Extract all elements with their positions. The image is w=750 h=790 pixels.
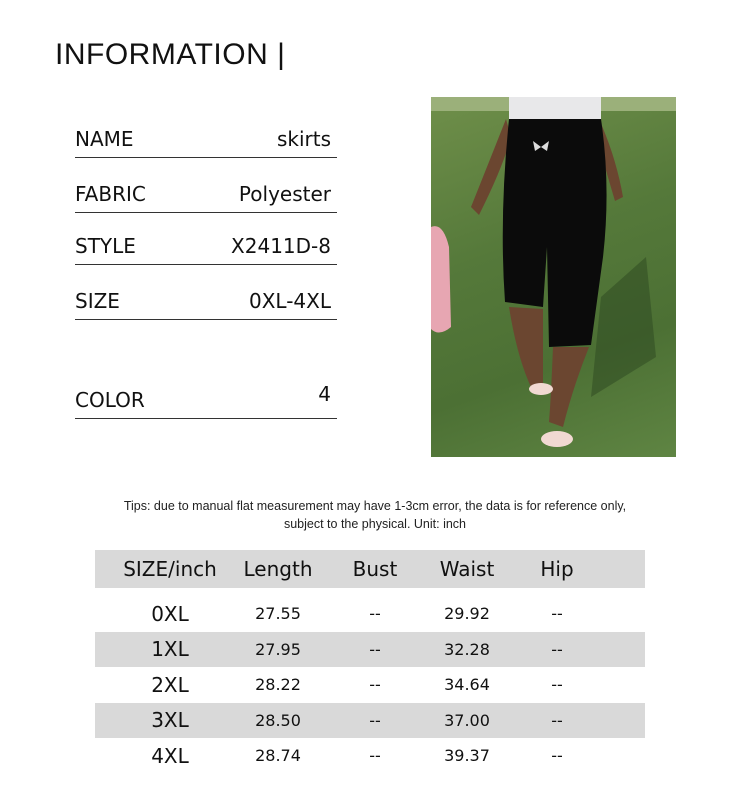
info-label: NAME [75, 127, 134, 151]
cell-length: 27.55 [255, 604, 301, 624]
info-value: 0XL-4XL [248, 289, 331, 313]
cell-hip: -- [551, 710, 563, 730]
cell-size: 1XL [151, 637, 189, 662]
info-label: FABRIC [75, 182, 146, 206]
cell-hip: -- [551, 639, 563, 659]
info-value: 4 [318, 382, 331, 406]
size-table: SIZE/inch Length Bust Waist Hip 0XL 27.55… [95, 550, 645, 774]
info-row-size: SIZE 0XL-4XL [75, 289, 337, 320]
header-waist: Waist [439, 557, 495, 581]
tips-line: subject to the physical. Unit: inch [283, 517, 467, 531]
cell-bust: -- [369, 746, 381, 766]
table-row: 3XL 28.50 -- 37.00 -- [95, 702, 645, 738]
header-bust: Bust [352, 557, 398, 581]
cell-waist: 34.64 [444, 675, 490, 695]
cell-hip: -- [551, 604, 563, 624]
cell-waist: 29.92 [444, 604, 490, 624]
cell-size: 2XL [151, 672, 189, 697]
table-header: SIZE/inch Length Bust Waist Hip [95, 550, 645, 588]
cell-size: 3XL [151, 708, 189, 733]
table-row: 2XL 28.22 -- 34.64 -- [95, 667, 645, 703]
header-size: SIZE/inch [123, 557, 217, 581]
cell-size: 0XL [151, 601, 189, 626]
info-row-name: NAME skirts [75, 127, 337, 158]
cell-length: 28.50 [255, 710, 301, 730]
cell-bust: -- [369, 710, 381, 730]
cell-waist: 39.37 [444, 746, 490, 766]
info-row-style: STYLE X2411D-8 [75, 234, 337, 265]
info-value: Polyester [238, 182, 331, 206]
tips-line: Tips: due to manual flat measurement may… [123, 499, 627, 513]
cell-length: 28.74 [255, 746, 301, 766]
cell-waist: 37.00 [444, 710, 490, 730]
cell-bust: -- [369, 675, 381, 695]
info-label: STYLE [75, 234, 136, 258]
page-title: INFORMATION | [55, 38, 286, 71]
cell-waist: 32.28 [444, 639, 490, 659]
header-hip: Hip [540, 557, 574, 581]
cell-hip: -- [551, 746, 563, 766]
cell-length: 28.22 [255, 675, 301, 695]
info-label: SIZE [75, 289, 120, 313]
cell-hip: -- [551, 675, 563, 695]
product-photo [431, 97, 676, 457]
cell-size: 4XL [151, 743, 189, 768]
table-row: 0XL 27.55 -- 29.92 -- [95, 596, 645, 632]
cell-bust: -- [369, 639, 381, 659]
info-value: X2411D-8 [231, 234, 331, 258]
cell-length: 27.95 [255, 639, 301, 659]
info-row-fabric: FABRIC Polyester [75, 182, 337, 213]
measurement-tips: Tips: due to manual flat measurement may… [95, 497, 655, 533]
table-row: 4XL 28.74 -- 39.37 -- [95, 738, 645, 774]
info-label: COLOR [75, 388, 145, 412]
header-length: Length [243, 557, 313, 581]
table-row: 1XL 27.95 -- 32.28 -- [95, 631, 645, 667]
info-row-color: COLOR 4 [75, 382, 337, 419]
info-value: skirts [276, 127, 331, 151]
cell-bust: -- [369, 604, 381, 624]
